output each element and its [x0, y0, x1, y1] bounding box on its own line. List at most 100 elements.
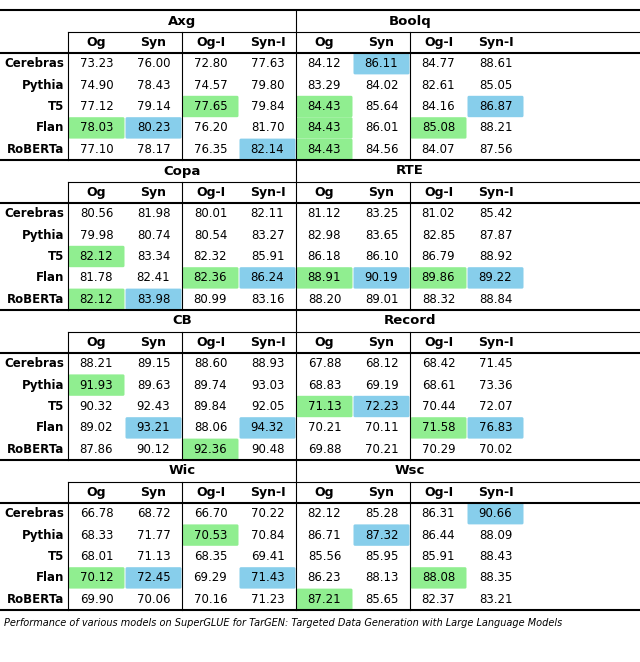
Text: 82.11: 82.11	[251, 207, 284, 220]
Text: 74.90: 74.90	[80, 79, 113, 91]
FancyBboxPatch shape	[125, 417, 182, 439]
FancyBboxPatch shape	[353, 53, 410, 74]
FancyBboxPatch shape	[68, 246, 125, 267]
Text: Pythia: Pythia	[22, 528, 64, 542]
Text: 86.79: 86.79	[422, 250, 455, 263]
Text: Cerebras: Cerebras	[4, 207, 64, 220]
FancyBboxPatch shape	[296, 96, 353, 117]
Text: 88.06: 88.06	[194, 422, 227, 434]
Text: 85.95: 85.95	[365, 550, 398, 563]
Text: 84.07: 84.07	[422, 143, 455, 156]
Text: 83.16: 83.16	[251, 293, 284, 306]
Text: Flan: Flan	[36, 422, 64, 434]
Text: 88.13: 88.13	[365, 571, 398, 585]
FancyBboxPatch shape	[182, 439, 239, 460]
Text: 85.91: 85.91	[251, 250, 284, 263]
Text: 72.23: 72.23	[365, 400, 398, 413]
Text: Cerebras: Cerebras	[4, 57, 64, 70]
Text: 83.27: 83.27	[251, 228, 284, 242]
Text: 67.88: 67.88	[308, 357, 341, 370]
Text: 85.08: 85.08	[422, 121, 455, 134]
Text: 71.43: 71.43	[251, 571, 284, 585]
FancyBboxPatch shape	[296, 396, 353, 417]
Text: Syn-I: Syn-I	[250, 36, 285, 49]
FancyBboxPatch shape	[68, 567, 125, 589]
Text: 66.70: 66.70	[194, 507, 227, 520]
Text: 66.78: 66.78	[80, 507, 113, 520]
Text: 83.98: 83.98	[137, 293, 170, 306]
Text: 92.36: 92.36	[194, 443, 227, 456]
Text: 86.24: 86.24	[251, 271, 284, 285]
Text: 82.37: 82.37	[422, 592, 455, 606]
FancyBboxPatch shape	[353, 396, 410, 417]
Text: 81.70: 81.70	[251, 121, 284, 134]
Text: 70.22: 70.22	[251, 507, 284, 520]
Text: Syn-I: Syn-I	[477, 336, 513, 349]
FancyBboxPatch shape	[125, 567, 182, 589]
Text: Flan: Flan	[36, 121, 64, 134]
Text: 88.60: 88.60	[194, 357, 227, 370]
Text: 89.86: 89.86	[422, 271, 455, 285]
Text: 82.12: 82.12	[308, 507, 341, 520]
Text: 84.16: 84.16	[422, 100, 455, 113]
FancyBboxPatch shape	[296, 117, 353, 138]
Text: 84.43: 84.43	[308, 100, 341, 113]
Text: 84.43: 84.43	[308, 143, 341, 156]
Text: 87.56: 87.56	[479, 143, 512, 156]
Text: 88.84: 88.84	[479, 293, 512, 306]
Text: 70.12: 70.12	[80, 571, 113, 585]
Text: 86.71: 86.71	[308, 528, 341, 542]
FancyBboxPatch shape	[68, 375, 125, 396]
Text: 89.63: 89.63	[137, 379, 170, 392]
Text: Syn-I: Syn-I	[250, 486, 285, 499]
Text: 85.56: 85.56	[308, 550, 341, 563]
Text: Syn: Syn	[141, 36, 166, 49]
Text: Og-I: Og-I	[424, 186, 453, 199]
Text: 70.44: 70.44	[422, 400, 455, 413]
Text: 90.19: 90.19	[365, 271, 398, 285]
Text: 79.14: 79.14	[136, 100, 170, 113]
Text: 77.63: 77.63	[251, 57, 284, 70]
Text: Syn: Syn	[141, 336, 166, 349]
Text: 88.20: 88.20	[308, 293, 341, 306]
Text: 92.05: 92.05	[251, 400, 284, 413]
Text: 76.35: 76.35	[194, 143, 227, 156]
Text: 85.64: 85.64	[365, 100, 398, 113]
Text: Og-I: Og-I	[196, 336, 225, 349]
Text: 87.86: 87.86	[80, 443, 113, 456]
Text: 82.12: 82.12	[80, 293, 113, 306]
Text: 88.92: 88.92	[479, 250, 512, 263]
Text: 82.32: 82.32	[194, 250, 227, 263]
Text: 70.06: 70.06	[137, 592, 170, 606]
Text: RoBERTa: RoBERTa	[6, 293, 64, 306]
FancyBboxPatch shape	[410, 117, 467, 138]
Text: Og: Og	[87, 486, 106, 499]
Text: 88.93: 88.93	[251, 357, 284, 370]
Text: Axg: Axg	[168, 15, 196, 28]
Text: Cerebras: Cerebras	[4, 507, 64, 520]
Text: 71.77: 71.77	[136, 528, 170, 542]
Text: 85.42: 85.42	[479, 207, 512, 220]
Text: 90.66: 90.66	[479, 507, 512, 520]
Text: Syn: Syn	[369, 36, 394, 49]
Text: T5: T5	[47, 400, 64, 413]
FancyBboxPatch shape	[296, 138, 353, 160]
Text: 78.03: 78.03	[80, 121, 113, 134]
Text: 90.48: 90.48	[251, 443, 284, 456]
Text: 83.25: 83.25	[365, 207, 398, 220]
Text: 90.12: 90.12	[137, 443, 170, 456]
Text: Syn-I: Syn-I	[477, 186, 513, 199]
FancyBboxPatch shape	[467, 267, 524, 289]
FancyBboxPatch shape	[125, 117, 182, 138]
Text: Og-I: Og-I	[424, 36, 453, 49]
Text: 72.07: 72.07	[479, 400, 512, 413]
FancyBboxPatch shape	[410, 417, 467, 439]
Text: 77.65: 77.65	[194, 100, 227, 113]
FancyBboxPatch shape	[239, 417, 296, 439]
Text: 87.21: 87.21	[308, 592, 341, 606]
Text: 69.29: 69.29	[194, 571, 227, 585]
Text: 88.43: 88.43	[479, 550, 512, 563]
Text: 84.77: 84.77	[422, 57, 455, 70]
Text: 85.91: 85.91	[422, 550, 455, 563]
Text: Cerebras: Cerebras	[4, 357, 64, 370]
